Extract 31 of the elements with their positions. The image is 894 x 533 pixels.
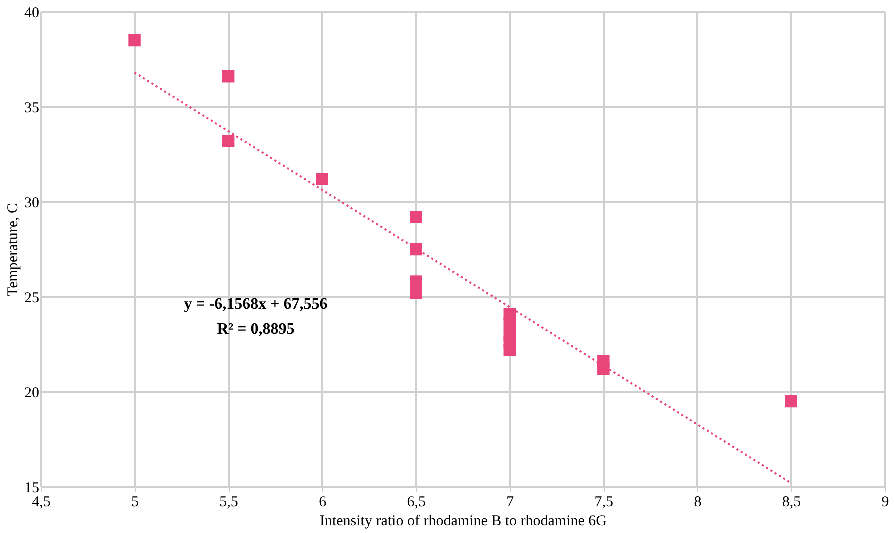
y-tick-label: 20 <box>24 386 40 402</box>
annotation: R² = 0,8895 <box>217 321 295 338</box>
point <box>785 395 798 408</box>
point <box>128 34 141 47</box>
x-tick-label: 5,5 <box>220 494 238 510</box>
x-tick-label: 8 <box>694 494 702 510</box>
point <box>410 211 422 224</box>
x-tick-label: 7,5 <box>594 494 614 510</box>
x-tick-label: 9 <box>882 494 890 510</box>
y-axis-title: Temperature, C <box>6 203 22 297</box>
point <box>410 287 422 300</box>
point <box>222 135 235 148</box>
y-tick-label: 30 <box>24 196 40 212</box>
point <box>504 344 516 356</box>
y-tick-label: 35 <box>24 100 40 116</box>
point <box>598 363 610 376</box>
x-axis-title: Intensity ratio of rhodamine B to rhodamine 6G <box>320 514 608 530</box>
x-tick-label: 6 <box>319 494 328 510</box>
x-tick-label: 8,5 <box>782 494 802 510</box>
annotation: y = -6,1568x + 67,556 <box>184 296 328 313</box>
x-tick-label: 4,5 <box>32 494 51 510</box>
y-tick-label: 15 <box>24 480 40 496</box>
point <box>504 317 516 330</box>
x-tick-label: 5 <box>132 494 140 510</box>
y-tick-label: 40 <box>24 6 40 22</box>
x-tick-label: 6,5 <box>407 494 426 510</box>
point <box>222 70 235 83</box>
x-tick-label: 7 <box>506 494 515 510</box>
point <box>410 276 422 288</box>
y-tick-label: 25 <box>24 290 40 306</box>
point <box>316 173 328 186</box>
